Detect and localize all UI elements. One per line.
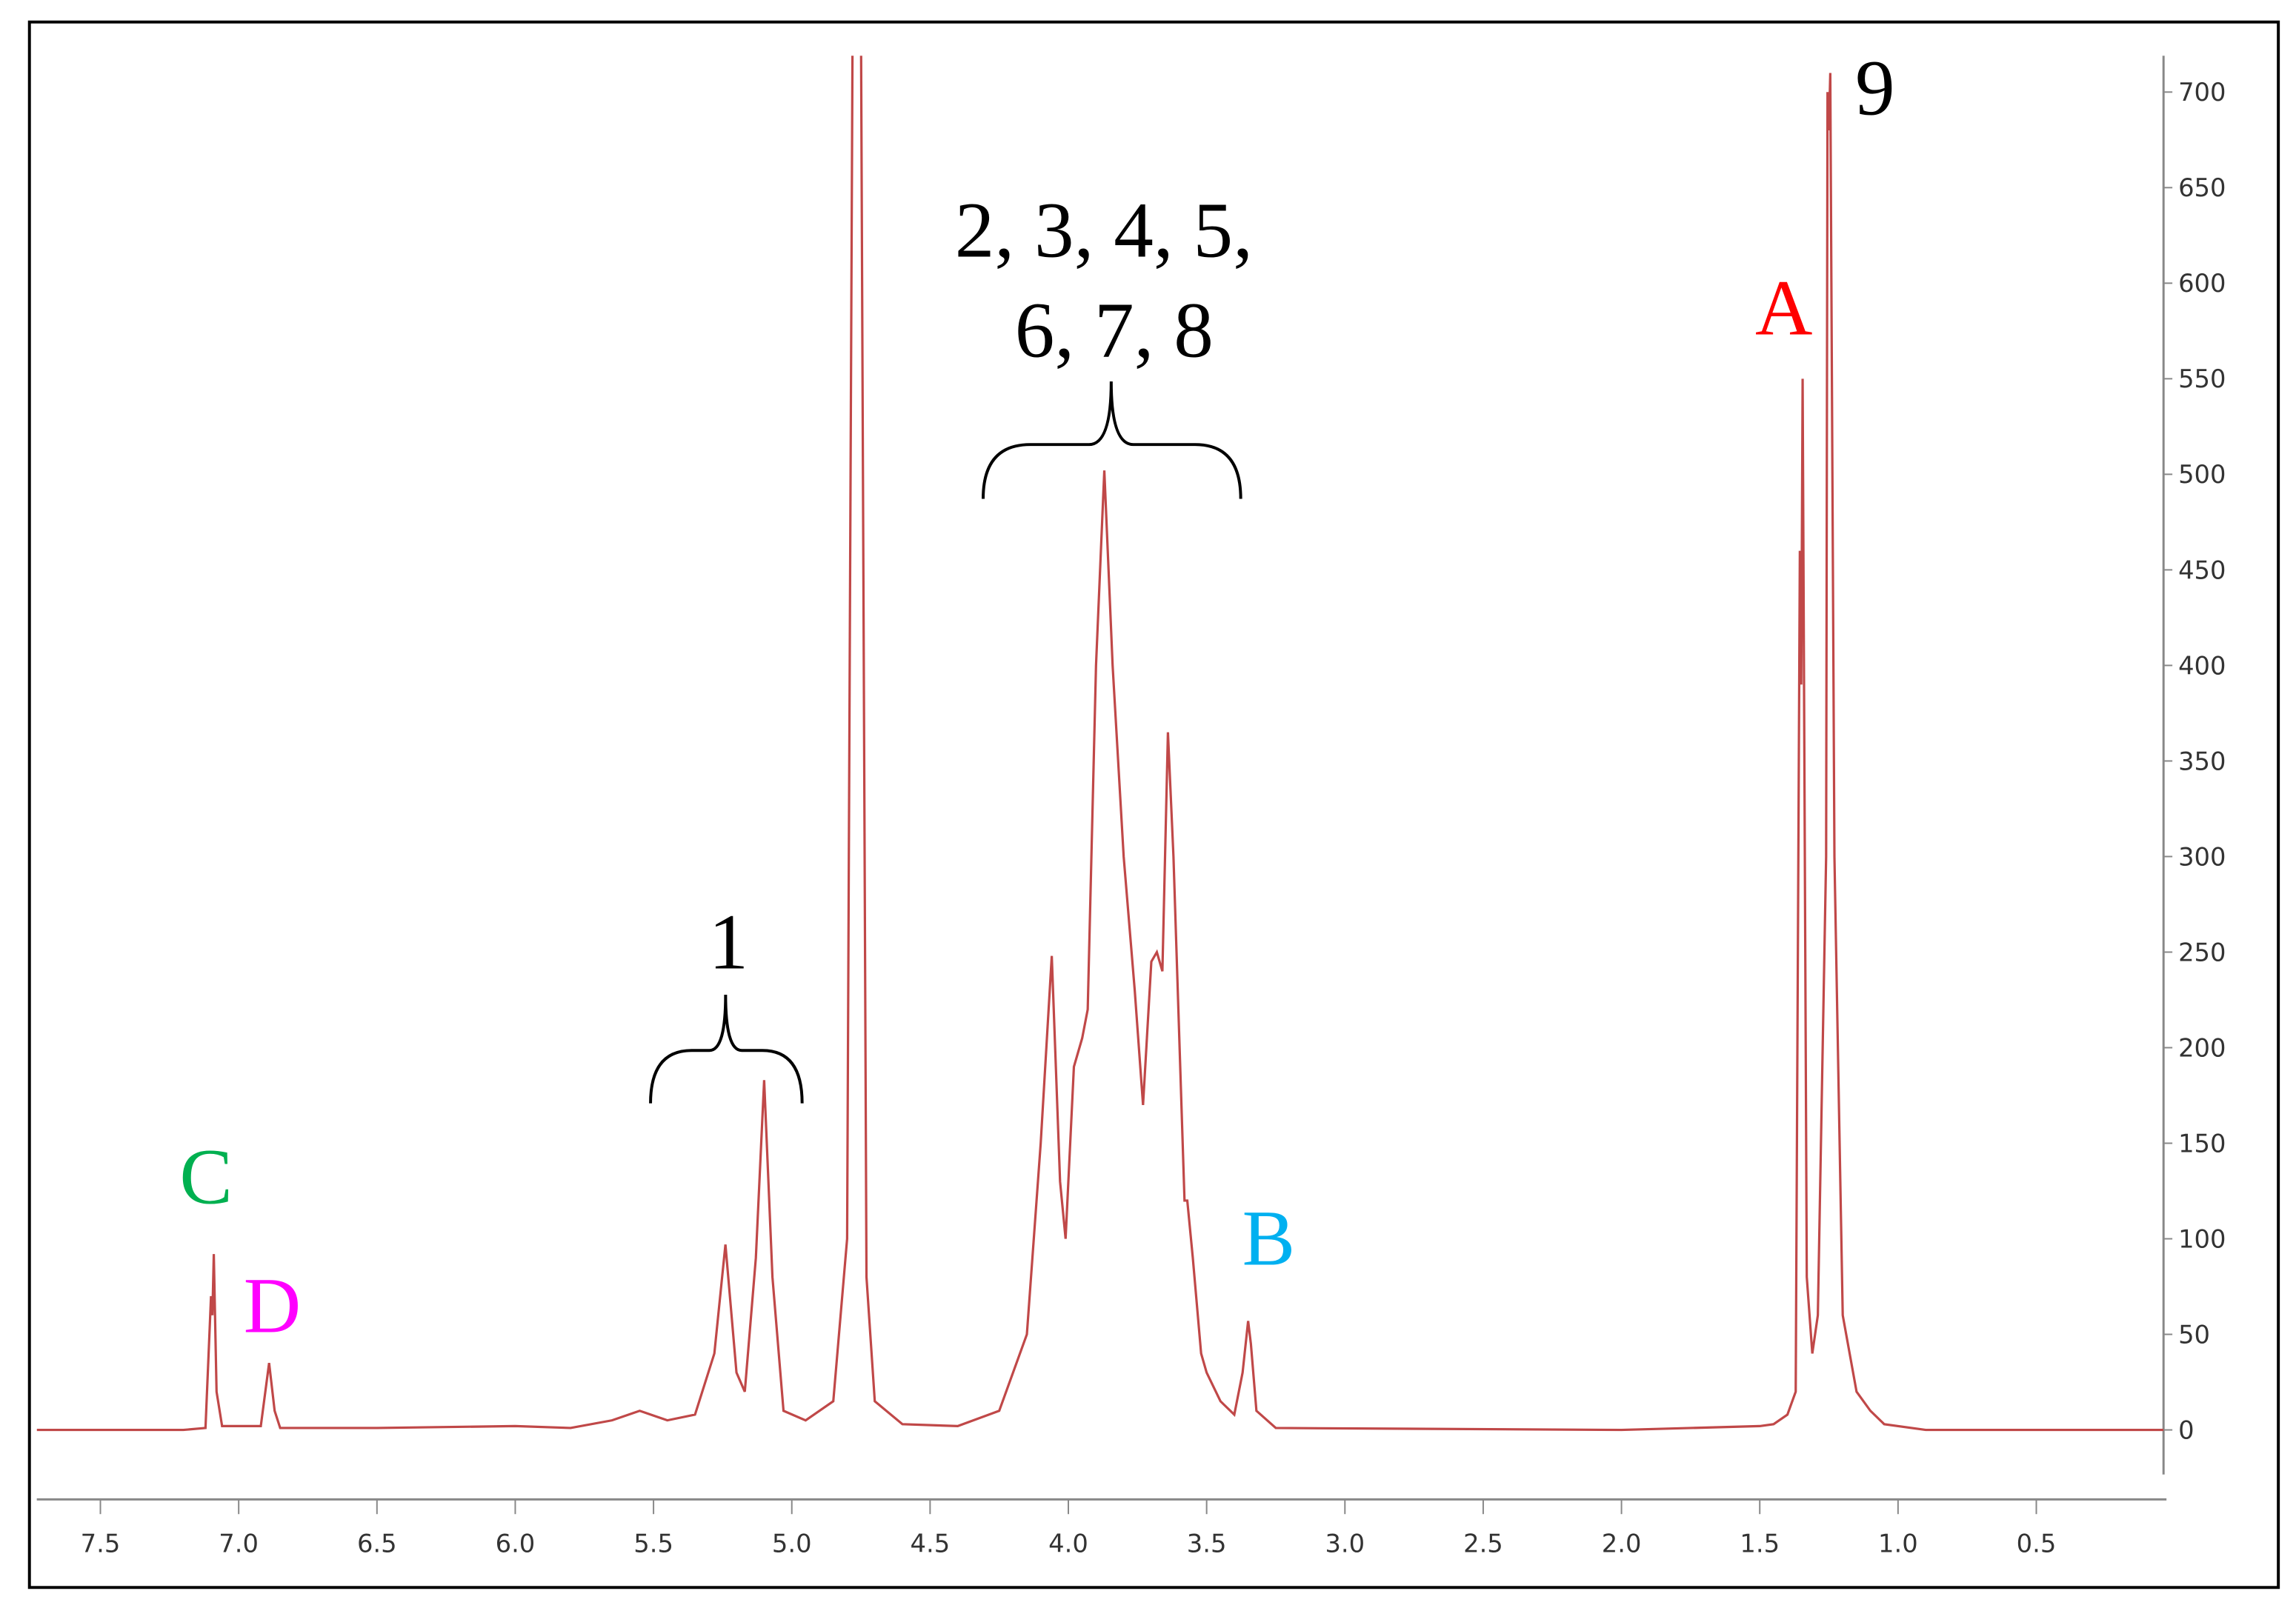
x-tick-label: 2.0 (1602, 1529, 1642, 1558)
annotation: C (179, 1133, 233, 1221)
spectrum-line (36, 56, 2164, 1432)
brackets (649, 381, 1242, 1104)
y-tick-label: 500 (2178, 460, 2226, 489)
y-tick-label: 150 (2178, 1129, 2226, 1158)
y-tick-label: 100 (2178, 1224, 2226, 1253)
x-tick-label: 3.5 (1187, 1529, 1227, 1558)
x-tick-label: 7.5 (81, 1529, 121, 1558)
x-tick-label: 4.5 (911, 1529, 951, 1558)
annotation: 6, 7, 8 (1015, 287, 1214, 374)
annotation: 9 (1855, 45, 1895, 133)
bracket (982, 381, 1242, 499)
y-tick-label: 200 (2178, 1033, 2226, 1062)
annotation: A (1755, 265, 1812, 353)
annotation: B (1242, 1195, 1296, 1283)
x-tick-label: 0.5 (2017, 1529, 2057, 1558)
y-tick-label: 250 (2178, 938, 2226, 967)
x-tick-label: 6.0 (496, 1529, 536, 1558)
x-tick-label: 6.5 (357, 1529, 397, 1558)
bracket (649, 995, 804, 1104)
y-tick-label: 0 (2178, 1415, 2194, 1444)
x-tick-label: 7.0 (219, 1529, 259, 1558)
annotation: D (244, 1263, 301, 1350)
y-tick-label: 450 (2178, 556, 2226, 584)
annotation: 2, 3, 4, 5, (955, 187, 1253, 275)
annotation: 1 (709, 898, 749, 986)
y-tick-label: 600 (2178, 269, 2226, 298)
x-tick-label: 2.5 (1463, 1529, 1503, 1558)
x-tick-label: 1.0 (1878, 1529, 1918, 1558)
x-tick-label: 3.0 (1325, 1529, 1365, 1558)
x-tick-label: 5.0 (772, 1529, 812, 1558)
x-tick-label: 1.5 (1740, 1529, 1780, 1558)
y-tick-label: 550 (2178, 364, 2226, 393)
frame (27, 20, 2280, 1589)
y-tick-label: 650 (2178, 173, 2226, 202)
x-tick-label: 4.0 (1048, 1529, 1088, 1558)
x-tick-label: 5.5 (633, 1529, 673, 1558)
y-tick-label: 350 (2178, 747, 2226, 775)
y-tick-label: 400 (2178, 651, 2226, 680)
y-tick-label: 700 (2178, 78, 2226, 107)
y-tick-label: 50 (2178, 1320, 2210, 1349)
y-tick-label: 300 (2178, 842, 2226, 871)
